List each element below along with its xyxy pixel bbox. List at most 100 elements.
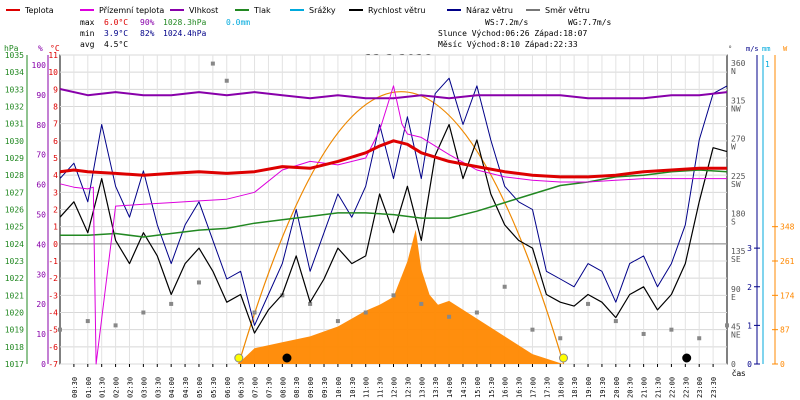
- x-tick-label: 09:30: [321, 377, 329, 398]
- humidity-tick-label: 80: [36, 121, 46, 130]
- x-tick-label: 06:30: [238, 377, 246, 398]
- x-tick-label: 08:00: [279, 377, 287, 398]
- x-tick-label: 04:30: [182, 377, 190, 398]
- temp-tick-label: 5: [53, 154, 58, 163]
- stats-min-temp: 3.9°C: [104, 29, 128, 38]
- x-tick-label: 01:30: [99, 377, 107, 398]
- wind-direction-point: [85, 319, 90, 324]
- wind-direction-point: [641, 331, 646, 336]
- wind-direction-point: [447, 314, 452, 319]
- temp-tick-label: -4: [48, 309, 58, 318]
- humidity-tick-label: 10: [36, 330, 46, 339]
- x-tick-label: 23:00: [696, 377, 704, 398]
- axis-unit-label: %: [38, 44, 43, 53]
- stats-min-hum: 82%: [140, 29, 155, 38]
- wind-direction-point: [391, 293, 396, 298]
- hpa-tick-label: 1021: [5, 291, 24, 300]
- temp-tick-label: 8: [53, 103, 58, 112]
- direction-tick-label: 315: [731, 97, 746, 106]
- humidity-tick-label: 60: [36, 181, 46, 190]
- humidity-tick-label: 100: [32, 61, 47, 70]
- x-tick-label: 10:00: [335, 377, 343, 398]
- temperature-line: [59, 139, 727, 179]
- windspeed-tick-label: 2: [747, 283, 752, 292]
- x-tick-label: 20:00: [613, 377, 621, 398]
- x-tick-label: 20:30: [627, 377, 635, 398]
- axis-unit-label: hPa: [4, 44, 19, 53]
- wind-direction-point: [308, 301, 313, 306]
- wind-direction-point: [141, 310, 146, 315]
- temp-tick-label: -7: [48, 360, 58, 369]
- info-sun: Slunce Východ:06:26 Západ:18:07: [438, 29, 587, 38]
- x-tick-label: 18:30: [571, 377, 579, 398]
- temp-tick-label: 11: [48, 51, 58, 60]
- x-tick-label: 05:00: [196, 377, 204, 398]
- direction-tick-label: 180: [731, 210, 746, 219]
- hpa-tick-label: 1028: [5, 171, 24, 180]
- humidity-tick-label: 90: [36, 91, 46, 100]
- axis-unit-label: °C: [50, 44, 60, 53]
- direction-tick-label: 225: [731, 172, 746, 181]
- humidity-tick-label: 20: [36, 300, 46, 309]
- direction-tick-label: 90: [731, 285, 741, 294]
- hpa-tick-label: 1022: [5, 274, 24, 283]
- info-wg: WG:7.7m/s: [568, 18, 612, 27]
- humidity-tick-label: 30: [36, 270, 46, 279]
- x-tick-label: 16:00: [502, 377, 510, 398]
- temp-tick-label: 1: [53, 223, 58, 232]
- axis-unit-label: mm: [762, 45, 770, 53]
- direction-tick-label: W: [731, 142, 736, 151]
- legend-label: Teplota: [24, 6, 54, 15]
- temp-tick-label: -3: [48, 291, 58, 300]
- hpa-tick-label: 1030: [5, 137, 24, 146]
- wind-direction-point: [697, 336, 702, 341]
- solar-area: [237, 229, 563, 364]
- humidity-tick-label: 50: [36, 211, 46, 220]
- x-tick-label: 10:30: [349, 377, 357, 398]
- x-tick-label: 00:30: [71, 377, 79, 398]
- event-marker: [282, 353, 292, 363]
- axis-unit-label: m/s: [746, 45, 759, 53]
- direction-tick-label: SE: [731, 255, 741, 264]
- x-tick-label: 11:30: [377, 377, 385, 398]
- windspeed-tick-label: 3: [747, 244, 752, 253]
- solar-tick-label: 261: [780, 257, 795, 266]
- direction-tick-label: SW: [731, 180, 741, 189]
- x-tick-label: 22:00: [668, 377, 676, 398]
- x-tick-label: 08:30: [293, 377, 301, 398]
- wind-direction-point: [58, 327, 62, 332]
- x-tick-label: 07:00: [252, 377, 260, 398]
- wind-direction-point: [530, 327, 535, 332]
- temp-tick-label: -6: [48, 343, 58, 352]
- direction-tick-label: E: [731, 293, 736, 302]
- direction-tick-label: 360: [731, 59, 746, 68]
- info-block: WS:7.2m/s WG:7.7m/s Slunce Východ:06:26 …: [438, 18, 612, 49]
- wind-direction-point: [502, 284, 507, 289]
- x-axis-label: čas: [732, 368, 745, 378]
- pressure-line: [60, 169, 728, 238]
- x-tick-label: 21:00: [641, 377, 649, 398]
- wind-direction-point: [113, 323, 118, 328]
- solar-tick-label: 348: [780, 223, 795, 232]
- hpa-tick-label: 1024: [5, 240, 24, 249]
- hpa-tick-label: 1035: [5, 51, 24, 60]
- temp-tick-label: 9: [53, 85, 58, 94]
- x-tick-label: 03:00: [140, 377, 148, 398]
- temp-tick-label: -1: [48, 257, 58, 266]
- x-tick-label: 19:00: [585, 377, 593, 398]
- stats-min-label: min: [80, 29, 95, 38]
- x-tick-label: 21:30: [655, 377, 663, 398]
- x-tick-label: 03:30: [154, 377, 162, 398]
- series-layer: [58, 61, 729, 365]
- wind-direction-point: [419, 301, 424, 306]
- wind-direction-point: [169, 301, 174, 306]
- hpa-tick-label: 1023: [5, 257, 24, 266]
- wind-direction-point: [725, 323, 729, 328]
- stats-max-temp: 6.0°C: [104, 18, 128, 27]
- wind-direction-point: [210, 61, 215, 66]
- x-tick-label: 09:00: [307, 377, 315, 398]
- rain-tick-label: 1: [765, 60, 770, 69]
- x-tick-label: 18:00: [557, 377, 565, 398]
- events-layer: [234, 353, 692, 363]
- humidity-tick-label: 0: [41, 360, 46, 369]
